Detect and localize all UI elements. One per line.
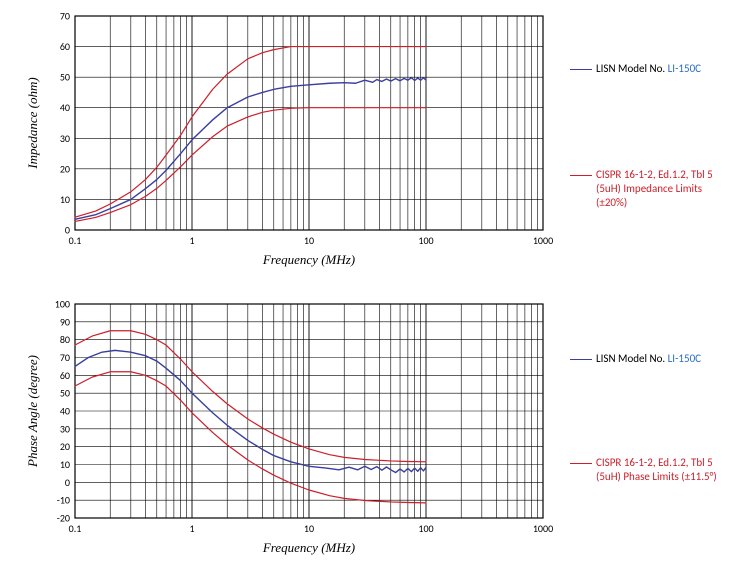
svg-text:0: 0	[65, 476, 70, 489]
svg-text:Phase Angle (degree): Phase Angle (degree)	[25, 355, 40, 468]
legend-blue-accent: LI-150C	[668, 62, 701, 75]
svg-text:50: 50	[60, 387, 70, 400]
phase-chart: -20-1001020304050607080901000.1110100100…	[20, 298, 565, 558]
svg-text:Frequency (MHz): Frequency (MHz)	[262, 540, 355, 555]
svg-text:10: 10	[304, 522, 314, 535]
svg-text:30: 30	[60, 132, 70, 145]
legend-text: CISPR 16-1-2, Ed.1.2, Tbl 5 (5uH) Impeda…	[596, 168, 725, 209]
svg-text:100: 100	[418, 522, 433, 535]
svg-text:10: 10	[60, 458, 70, 471]
impedance-legend: LISN Model No. LI-150C	[570, 62, 725, 82]
svg-text:10: 10	[60, 193, 70, 206]
svg-text:30: 30	[60, 422, 70, 435]
svg-text:0.1: 0.1	[69, 234, 82, 247]
svg-text:60: 60	[60, 40, 70, 53]
svg-text:-10: -10	[57, 494, 70, 507]
svg-text:10: 10	[304, 234, 314, 247]
svg-text:1000: 1000	[533, 234, 553, 247]
legend-entry-cispr: CISPR 16-1-2, Ed.1.2, Tbl 5 (5uH) Phase …	[570, 456, 725, 484]
svg-text:50: 50	[60, 71, 70, 84]
svg-text:1: 1	[189, 234, 194, 247]
svg-text:Frequency (MHz): Frequency (MHz)	[262, 252, 355, 267]
svg-text:70: 70	[60, 10, 70, 23]
legend-entry-cispr: CISPR 16-1-2, Ed.1.2, Tbl 5 (5uH) Impeda…	[570, 168, 725, 209]
legend-entry-lisn: LISN Model No. LI-150C	[570, 62, 725, 76]
legend-entry-lisn: LISN Model No. LI-150C	[570, 352, 725, 366]
svg-text:100: 100	[55, 298, 70, 311]
legend-swatch-blue	[570, 69, 592, 70]
phase-legend-red: CISPR 16-1-2, Ed.1.2, Tbl 5 (5uH) Phase …	[570, 456, 725, 490]
page: 0 10 20 30 40 50 60 70 0.1 1 10 100 1000 Frequency (M…	[0, 0, 730, 576]
svg-text:60: 60	[60, 369, 70, 382]
legend-blue-prefix: LISN Model No.	[596, 352, 668, 365]
svg-text:40: 40	[60, 405, 70, 418]
svg-text:0.1: 0.1	[69, 522, 82, 535]
svg-text:90: 90	[60, 315, 70, 328]
svg-text:80: 80	[60, 333, 70, 346]
legend-blue-accent: LI-150C	[668, 352, 701, 365]
svg-text:20: 20	[60, 440, 70, 453]
legend-swatch-blue	[570, 359, 592, 360]
svg-text:20: 20	[60, 162, 70, 175]
svg-text:70: 70	[60, 351, 70, 364]
svg-text:1: 1	[189, 522, 194, 535]
legend-text: LISN Model No. LI-150C	[596, 352, 725, 366]
legend-text: LISN Model No. LI-150C	[596, 62, 725, 76]
legend-blue-prefix: LISN Model No.	[596, 62, 668, 75]
svg-text:40: 40	[60, 101, 70, 114]
legend-swatch-red	[570, 175, 592, 176]
impedance-chart: 0102030405060700.11101001000Frequency (M…	[20, 10, 565, 270]
svg-text:Impedance (ohm): Impedance (ohm)	[25, 77, 40, 169]
svg-text:100: 100	[418, 234, 433, 247]
legend-swatch-red	[570, 463, 592, 464]
phase-legend: LISN Model No. LI-150C	[570, 352, 725, 372]
legend-text: CISPR 16-1-2, Ed.1.2, Tbl 5 (5uH) Phase …	[596, 456, 725, 484]
svg-text:1000: 1000	[533, 522, 553, 535]
impedance-legend-red: CISPR 16-1-2, Ed.1.2, Tbl 5 (5uH) Impeda…	[570, 168, 725, 215]
